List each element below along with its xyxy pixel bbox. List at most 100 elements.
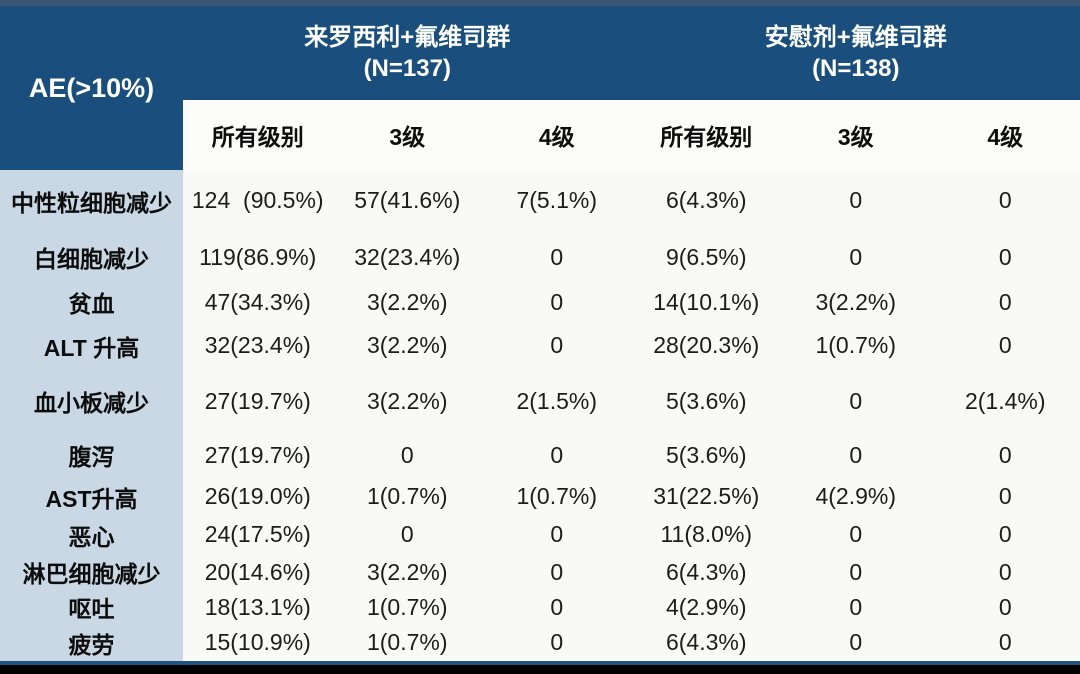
cell: 31(22.5%) <box>631 478 781 515</box>
cell: 3(2.2%) <box>332 554 482 590</box>
cell: 0 <box>930 624 1080 661</box>
cell: 20(14.6%) <box>183 554 333 590</box>
cell: 9(6.5%) <box>631 231 781 283</box>
table-row: AST升高 26(19.0%) 1(0.7%) 1(0.7%) 31(22.5%… <box>0 478 1080 515</box>
cell: 32(23.4%) <box>183 321 333 370</box>
row-label: AST升高 <box>0 478 183 515</box>
bottom-accent-line <box>0 661 1080 665</box>
subheader-grade3-right: 3级 <box>781 100 931 170</box>
group-name: 安慰剂+氟维司群 <box>764 23 947 51</box>
cell: 0 <box>930 283 1080 321</box>
bottom-black-bar <box>0 665 1080 674</box>
cell: 1(0.7%) <box>482 478 632 515</box>
subheader-all-grades-left: 所有级别 <box>183 100 333 170</box>
cell: 4(2.9%) <box>631 590 781 624</box>
cell: 3(2.2%) <box>332 370 482 432</box>
cell: 0 <box>482 515 632 554</box>
group-n-count: (N=137) <box>363 55 451 82</box>
cell: 2(1.4%) <box>930 370 1080 432</box>
cell: 26(19.0%) <box>183 478 333 515</box>
cell: 0 <box>482 624 632 661</box>
cell: 0 <box>930 515 1080 554</box>
cell: 6(4.3%) <box>631 170 781 231</box>
cell: 0 <box>332 515 482 554</box>
row-label: ALT 升高 <box>0 321 183 370</box>
column-group-placebo: 安慰剂+氟维司群 (N=138) <box>632 6 1080 100</box>
cell: 119(86.9%) <box>183 231 333 283</box>
subheader-grade4-right: 4级 <box>930 100 1080 170</box>
cell: 0 <box>781 170 931 231</box>
cell: 0 <box>482 590 632 624</box>
cell: 18(13.1%) <box>183 590 333 624</box>
table-body: 中性粒细胞减少 124 (90.5%) 57(41.6%) 7(5.1%) 6(… <box>0 170 1080 661</box>
corner-header-ae: AE(>10%) <box>28 72 155 103</box>
table-row: 中性粒细胞减少 124 (90.5%) 57(41.6%) 7(5.1%) 6(… <box>0 170 1080 231</box>
cell: 0 <box>930 554 1080 590</box>
cell: 27(19.7%) <box>183 432 333 478</box>
subheader-all-grades-right: 所有级别 <box>631 100 781 170</box>
cell: 0 <box>781 590 931 624</box>
cell: 0 <box>930 170 1080 231</box>
row-label: 呕吐 <box>0 590 183 624</box>
cell: 3(2.2%) <box>332 321 482 370</box>
cell: 0 <box>482 432 632 478</box>
table-row: 白细胞减少 119(86.9%) 32(23.4%) 0 9(6.5%) 0 0 <box>0 231 1080 283</box>
table-row: 疲劳 15(10.9%) 1(0.7%) 0 6(4.3%) 0 0 <box>0 624 1080 661</box>
group-name: 来罗西利+氟维司群 <box>304 23 511 51</box>
row-label: 血小板减少 <box>0 370 183 432</box>
cell: 0 <box>482 321 632 370</box>
cell: 0 <box>781 370 931 432</box>
row-label: 恶心 <box>0 515 183 554</box>
cell: 0 <box>930 478 1080 515</box>
table-row: ALT 升高 32(23.4%) 3(2.2%) 0 28(20.3%) 1(0… <box>0 321 1080 370</box>
cell: 24(17.5%) <box>183 515 333 554</box>
subheader-grade4-left: 4级 <box>482 100 632 170</box>
cell: 124 (90.5%) <box>183 170 333 231</box>
table-row: 淋巴细胞减少 20(14.6%) 3(2.2%) 0 6(4.3%) 0 0 <box>0 554 1080 590</box>
column-group-lerociclib: 来罗西利+氟维司群 (N=137) <box>183 6 632 100</box>
cell: 3(2.2%) <box>332 283 482 321</box>
cell: 1(0.7%) <box>332 590 482 624</box>
cell: 0 <box>482 283 632 321</box>
cell: 2(1.5%) <box>482 370 632 432</box>
table-row: 血小板减少 27(19.7%) 3(2.2%) 2(1.5%) 5(3.6%) … <box>0 370 1080 432</box>
cell: 0 <box>781 624 931 661</box>
table-row: 腹泻 27(19.7%) 0 0 5(3.6%) 0 0 <box>0 432 1080 478</box>
row-label: 白细胞减少 <box>0 231 183 283</box>
cell: 7(5.1%) <box>482 170 632 231</box>
cell: 0 <box>781 231 931 283</box>
cell: 0 <box>781 554 931 590</box>
cell: 6(4.3%) <box>631 554 781 590</box>
cell: 0 <box>781 515 931 554</box>
cell: 14(10.1%) <box>631 283 781 321</box>
cell: 0 <box>930 231 1080 283</box>
row-label: 疲劳 <box>0 624 183 661</box>
cell: 0 <box>930 590 1080 624</box>
cell: 1(0.7%) <box>781 321 931 370</box>
cell: 1(0.7%) <box>332 624 482 661</box>
group-n-count: (N=138) <box>812 55 900 82</box>
cell: 0 <box>781 432 931 478</box>
cell: 32(23.4%) <box>332 231 482 283</box>
top-accent-strip <box>0 0 1080 6</box>
table-row: 呕吐 18(13.1%) 1(0.7%) 0 4(2.9%) 0 0 <box>0 590 1080 624</box>
cell: 11(8.0%) <box>631 515 781 554</box>
cell: 3(2.2%) <box>781 283 931 321</box>
cell: 15(10.9%) <box>183 624 333 661</box>
cell: 1(0.7%) <box>332 478 482 515</box>
subheader-grade3-left: 3级 <box>332 100 482 170</box>
row-label: 贫血 <box>0 283 183 321</box>
cell: 57(41.6%) <box>332 170 482 231</box>
cell: 0 <box>930 432 1080 478</box>
row-label: 中性粒细胞减少 <box>0 170 183 231</box>
cell: 6(4.3%) <box>631 624 781 661</box>
row-label: 腹泻 <box>0 432 183 478</box>
cell: 0 <box>482 554 632 590</box>
cell: 47(34.3%) <box>183 283 333 321</box>
cell: 28(20.3%) <box>631 321 781 370</box>
table-row: 恶心 24(17.5%) 0 0 11(8.0%) 0 0 <box>0 515 1080 554</box>
cell: 27(19.7%) <box>183 370 333 432</box>
table-header: AE(>10%) 来罗西利+氟维司群 (N=137) 安慰剂+氟维司群 (N=1… <box>0 6 1080 170</box>
cell: 0 <box>332 432 482 478</box>
